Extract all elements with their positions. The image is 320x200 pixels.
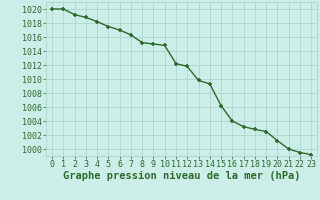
X-axis label: Graphe pression niveau de la mer (hPa): Graphe pression niveau de la mer (hPa) — [63, 171, 300, 181]
